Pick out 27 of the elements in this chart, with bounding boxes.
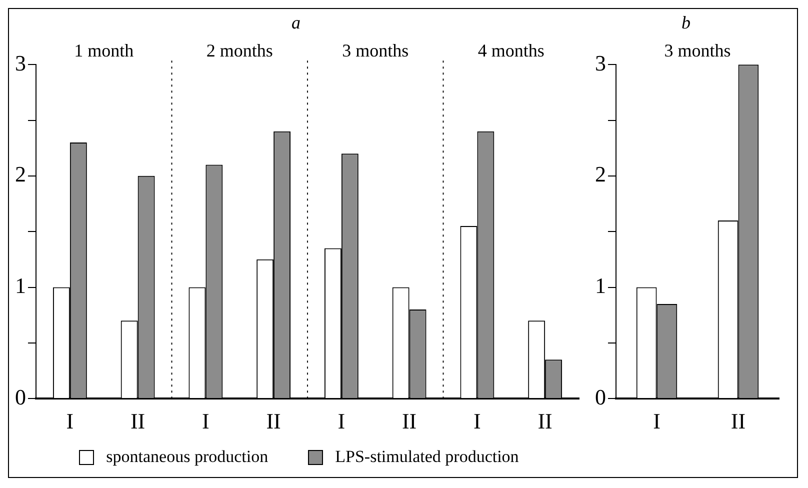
- x-tick-label: I: [202, 408, 210, 434]
- x-tick-label: II: [538, 408, 552, 434]
- x-tick-label: I: [474, 408, 481, 434]
- x-tick-label: II: [730, 408, 746, 434]
- legend-label: LPS-stimulated production: [335, 447, 519, 467]
- x-tick-label: I: [66, 408, 74, 434]
- x-tick-label: I: [653, 408, 660, 434]
- y-tick-label: 1: [15, 273, 26, 298]
- chart-title: b: [682, 12, 690, 33]
- y-tick-label: 1: [595, 273, 606, 298]
- y-tick-label: 3: [15, 50, 26, 76]
- text: 3 months: [342, 40, 409, 60]
- y-tick-label: 2: [595, 162, 606, 187]
- text: 4 months: [478, 40, 544, 60]
- x-tick-label: II: [130, 408, 146, 434]
- x-tick-label: II: [402, 408, 417, 434]
- x-tick-label: II: [266, 408, 281, 434]
- text: spontaneous production: [106, 447, 268, 467]
- y-tick-label: 0: [595, 384, 606, 410]
- y-tick-label: 3: [595, 50, 606, 76]
- text: 3 months: [664, 40, 731, 60]
- chart-title: a: [292, 12, 300, 33]
- y-tick-label: 0: [15, 384, 26, 410]
- text: 1 month: [74, 40, 134, 60]
- x-tick-label: I: [338, 408, 346, 434]
- text: 2 months: [206, 40, 273, 60]
- y-tick-label: 2: [15, 162, 26, 187]
